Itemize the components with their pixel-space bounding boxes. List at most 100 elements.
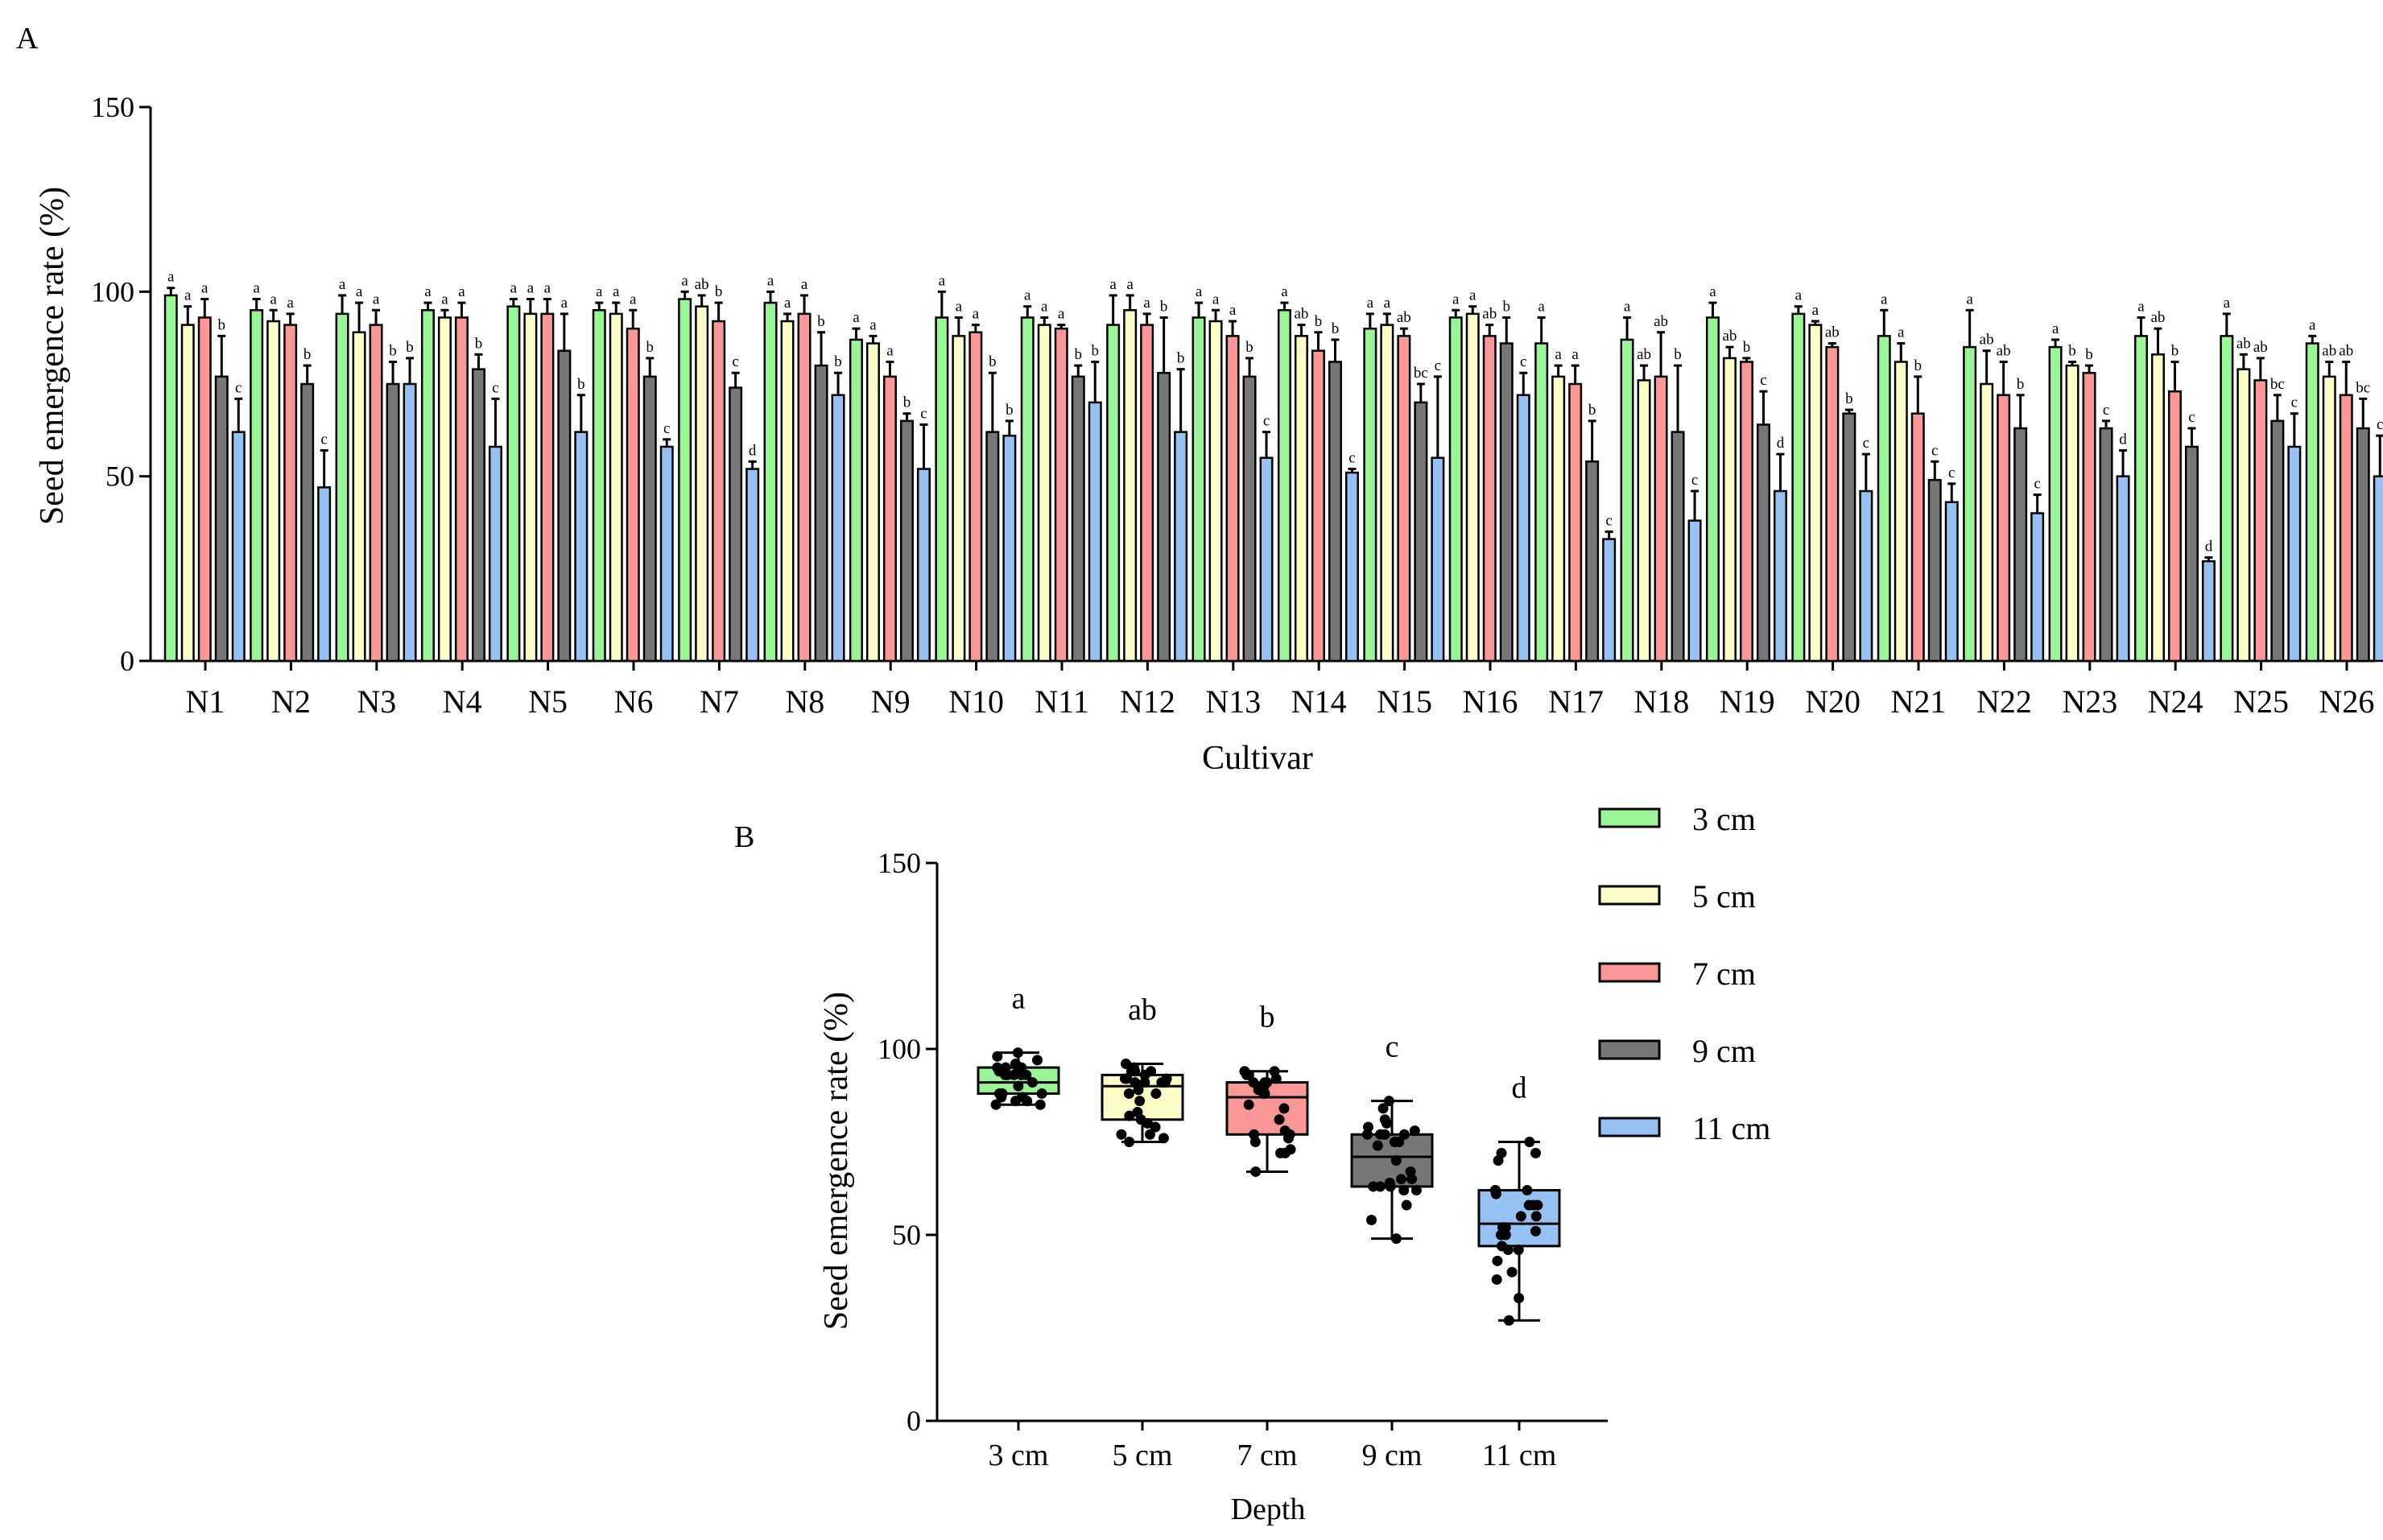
bar [745, 468, 760, 663]
x-tick-label-a: N21 [1891, 683, 1947, 720]
y-tick-label-a: 150 [91, 91, 134, 123]
data-point [1116, 1129, 1127, 1140]
data-point [1396, 1174, 1407, 1185]
bar [1637, 379, 1651, 663]
data-point [1150, 1121, 1161, 1133]
bar [1123, 309, 1138, 663]
x-tick-label-a: N4 [443, 683, 482, 720]
bar [609, 312, 623, 663]
sig-letter: b [304, 346, 312, 363]
data-point [1506, 1266, 1518, 1278]
sig-letter: b [834, 353, 842, 370]
bar [335, 312, 349, 663]
sig-letter: a [287, 295, 294, 312]
bar [1208, 320, 1223, 663]
bar [1722, 357, 1737, 663]
x-tick-label-b: 7 cm [1237, 1439, 1298, 1472]
bar [1739, 361, 1753, 663]
bar [1551, 375, 1566, 663]
sig-letter: a [613, 283, 620, 300]
sig-letter: c [1263, 413, 1270, 430]
data-point [1522, 1185, 1533, 1196]
bar [1499, 342, 1514, 663]
bar [1482, 335, 1497, 663]
sig-letter: b [475, 335, 483, 352]
sig-letter: b [2171, 342, 2179, 359]
data-point [1282, 1133, 1294, 1144]
bar [1294, 335, 1308, 663]
data-point [1398, 1129, 1410, 1140]
bar [1859, 489, 1873, 663]
sig-letter: c [1520, 353, 1526, 370]
bar [317, 486, 332, 663]
legend-swatch [1598, 1117, 1661, 1137]
y-tick-label-a: 100 [91, 275, 134, 308]
bar [2133, 335, 2148, 663]
data-point [1278, 1103, 1290, 1114]
sig-letter: a [201, 280, 209, 297]
y-tick-label-b: 0 [907, 1405, 921, 1437]
bar [1363, 327, 1377, 663]
legend: 3 cm 5 cm 7 cm 9 cm 11 cm [1598, 801, 1770, 1146]
sig-letter: ab [2150, 309, 2165, 326]
sig-letter: c [1760, 372, 1766, 389]
data-point [1031, 1055, 1043, 1066]
x-tick-label-a: N26 [2319, 683, 2375, 720]
sig-letter: c [2188, 409, 2195, 426]
sig-letter: a [1281, 283, 1288, 300]
sig-letter: a [458, 283, 465, 300]
bar [540, 312, 555, 663]
data-point [1496, 1147, 1507, 1158]
x-tick-label-a: N19 [1720, 683, 1775, 720]
sig-letter: c [320, 431, 327, 448]
bar [2287, 445, 2302, 663]
sig-letter: b [406, 339, 414, 356]
x-tick-label-a: N17 [1548, 683, 1604, 720]
data-point [1524, 1137, 1535, 1147]
legend-label: 5 cm [1692, 878, 1756, 915]
bar [1020, 316, 1035, 663]
panel-b-label: B [734, 820, 754, 854]
data-point [993, 1088, 1005, 1099]
x-tick-label-a: N18 [1633, 683, 1689, 720]
sig-letter-b: d [1512, 1071, 1527, 1105]
data-point [1379, 1114, 1390, 1125]
data-point [1406, 1174, 1418, 1185]
sig-letter: ab [1637, 346, 1651, 363]
data-point [1385, 1181, 1396, 1192]
bar [899, 419, 914, 663]
bar [1825, 345, 1840, 663]
bar [420, 309, 435, 663]
data-point [1269, 1066, 1280, 1077]
y-tick-label-b: 150 [878, 847, 921, 879]
bar [437, 316, 452, 663]
sig-letter: a [2137, 298, 2145, 315]
sig-letter-b: c [1386, 1030, 1399, 1064]
bar [1397, 335, 1411, 663]
data-point [1383, 1096, 1394, 1107]
data-point [1250, 1166, 1262, 1177]
bar [557, 349, 572, 663]
bar [2270, 419, 2285, 663]
sig-letter: b [1245, 339, 1253, 356]
bar [1157, 371, 1171, 663]
sig-letter: a [2309, 316, 2316, 333]
bar [1448, 316, 1463, 663]
sig-letter: c [1931, 442, 1938, 459]
sig-letter: ab [695, 276, 709, 293]
data-point [1366, 1215, 1377, 1226]
bar [231, 431, 246, 663]
legend-label: 9 cm [1692, 1033, 1756, 1069]
x-tick-label-a: N13 [1205, 683, 1261, 720]
bar [523, 312, 538, 663]
y-axis-title-b: Seed emergence rate (%) [818, 992, 855, 1330]
sig-letter: c [2291, 394, 2298, 411]
sig-letter: a [1538, 298, 1545, 315]
sig-letter: a [1041, 298, 1048, 315]
data-point [1150, 1088, 1162, 1099]
bar [1927, 479, 1942, 663]
bar [2184, 445, 2199, 663]
bar [1414, 401, 1428, 663]
bar [1328, 361, 1342, 663]
bar [1071, 375, 1085, 663]
